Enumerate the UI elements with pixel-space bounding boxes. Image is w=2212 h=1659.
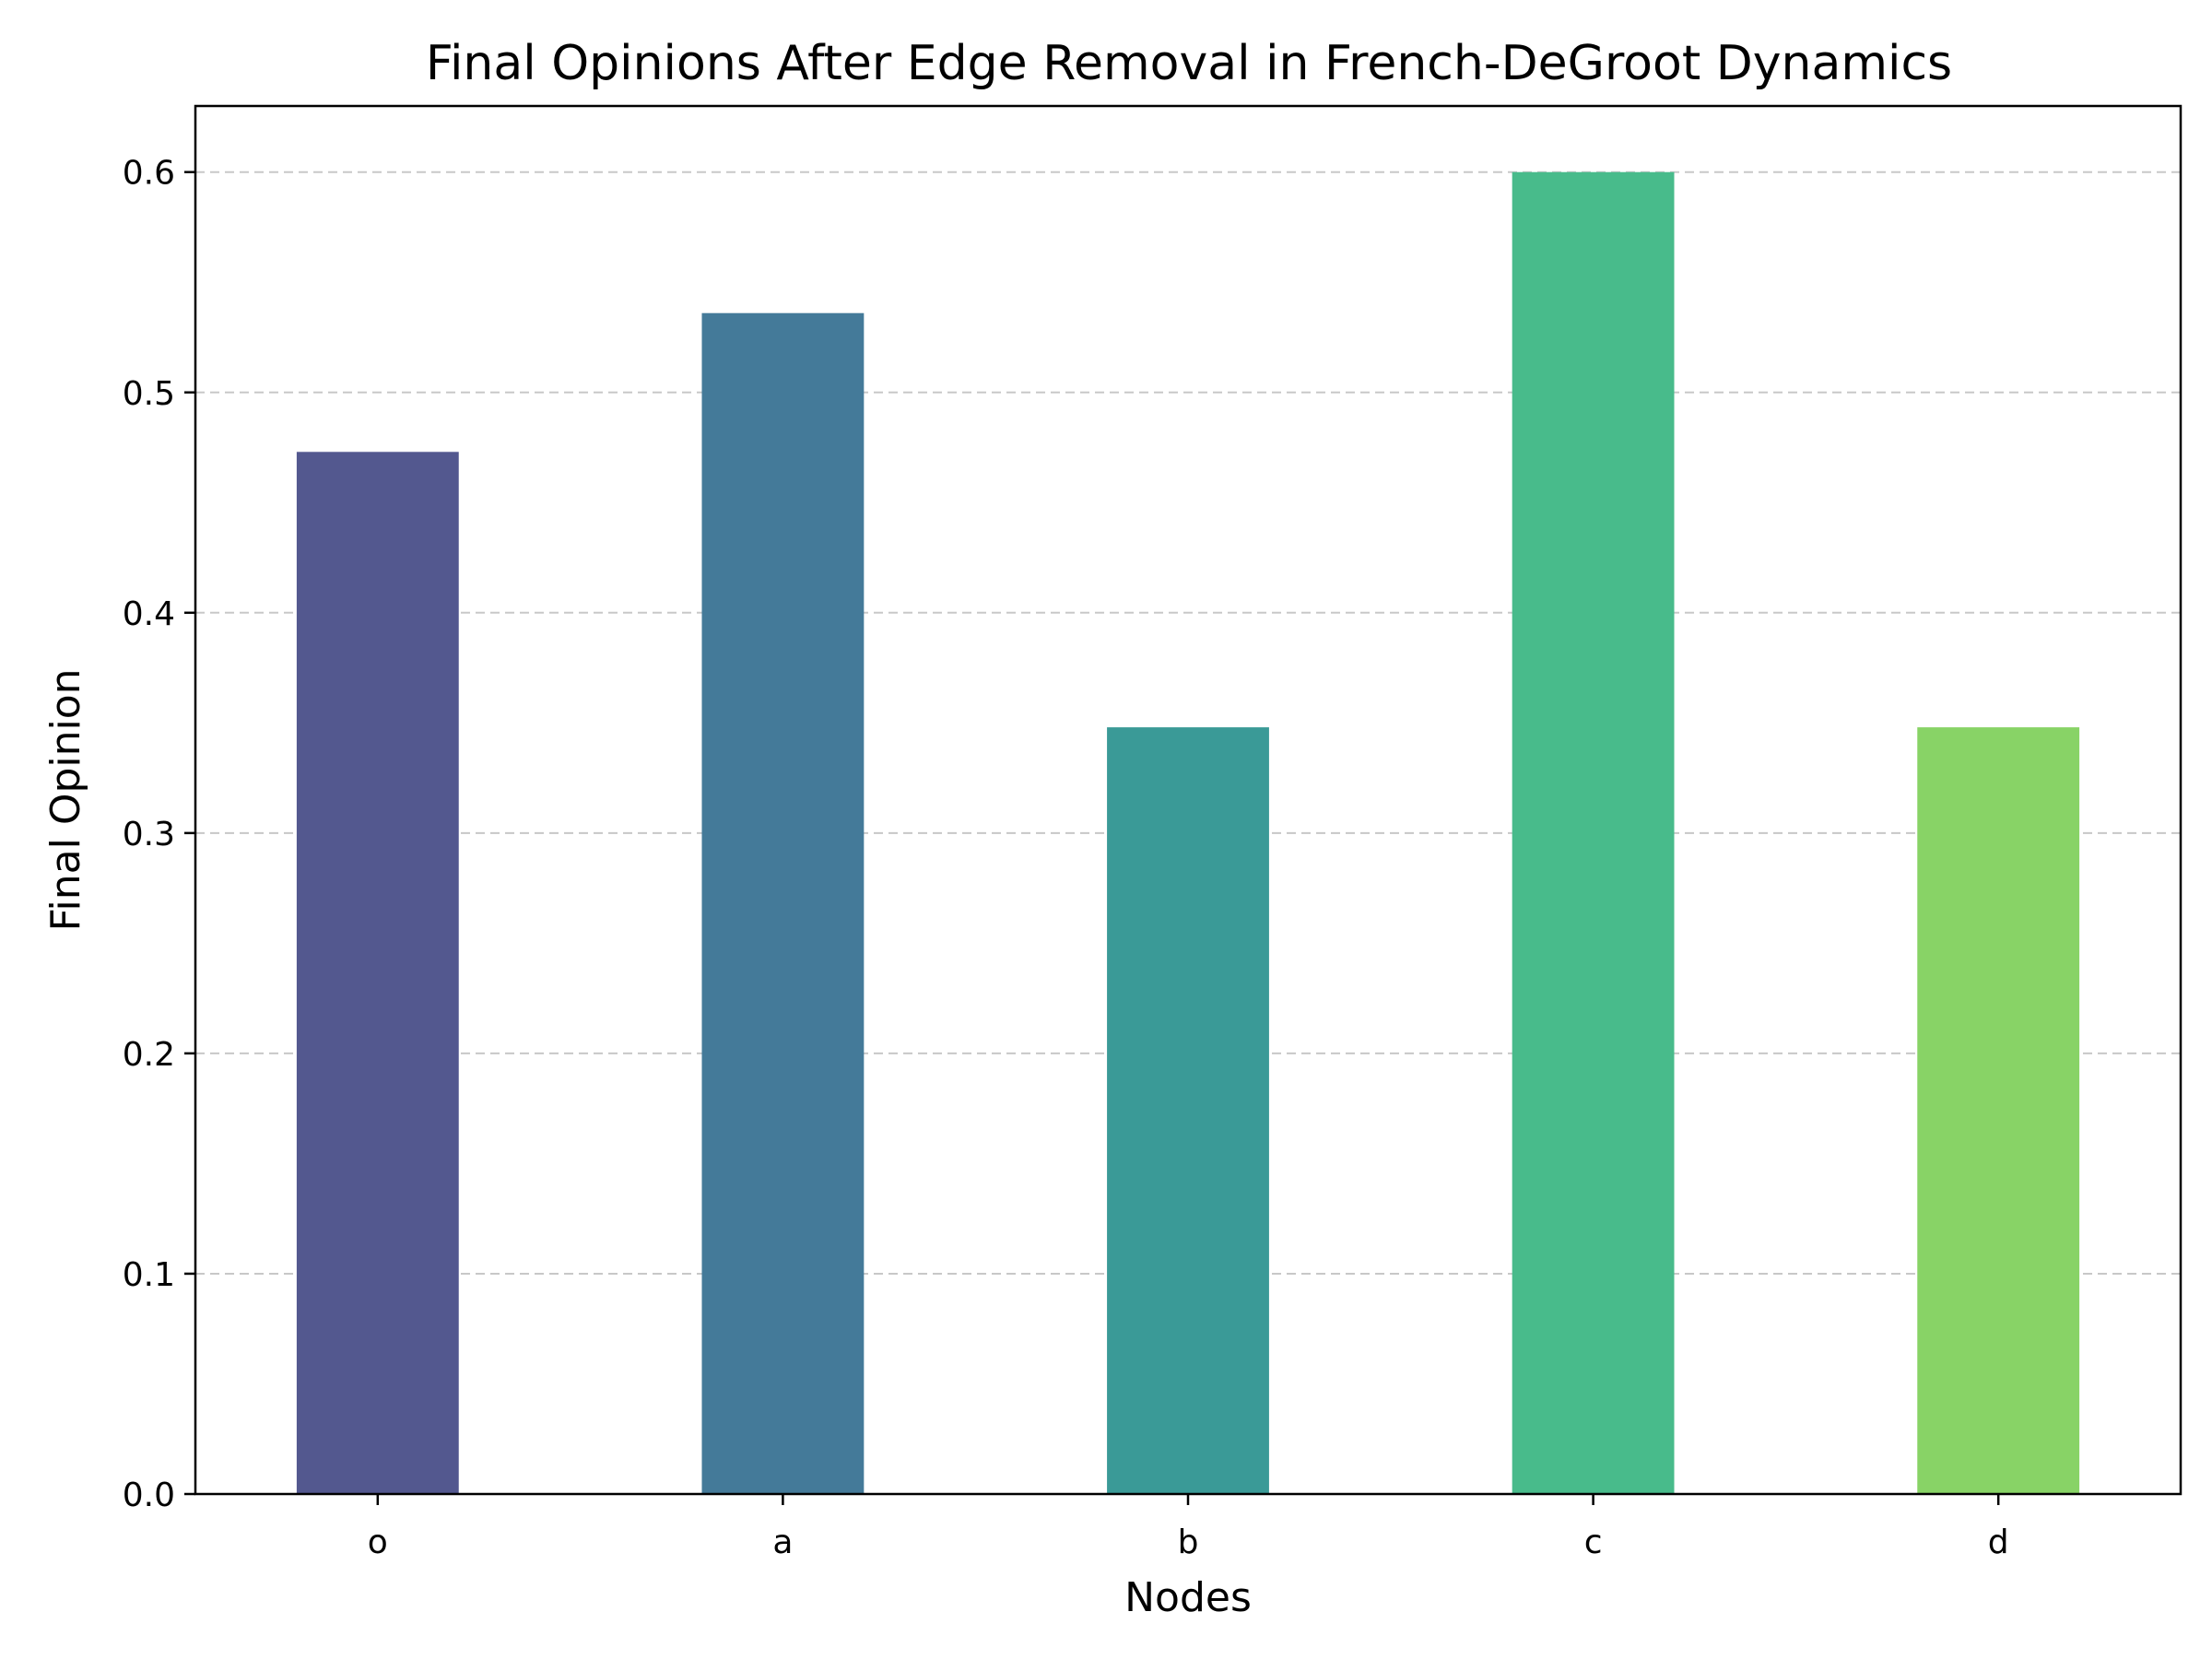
y-tick-label: 0.4 — [123, 595, 175, 633]
x-tick-label: d — [1988, 1524, 2009, 1561]
x-tick-label: b — [1178, 1524, 1199, 1561]
y-tick-label: 0.6 — [123, 155, 175, 193]
y-tick-label: 0.2 — [123, 1036, 175, 1074]
bar-o — [296, 452, 459, 1495]
bar-a — [701, 312, 865, 1494]
x-tick-label: a — [772, 1524, 793, 1561]
y-tick-label: 0.3 — [123, 816, 175, 853]
bar-b — [1107, 727, 1269, 1494]
bar-d — [1917, 727, 2080, 1494]
y-axis-ticks: 0.0 0.1 0.2 0.3 0.4 0.5 0.6 — [123, 155, 195, 1514]
bar-c — [1512, 171, 1675, 1495]
y-tick-label: 0.0 — [123, 1477, 175, 1514]
bars — [296, 171, 2080, 1495]
chart-title: Final Opinions After Edge Removal in Fre… — [426, 36, 1952, 91]
x-tick-label: o — [368, 1524, 388, 1561]
x-tick-label: c — [1584, 1524, 1603, 1561]
x-axis-label: Nodes — [1124, 1574, 1252, 1621]
y-axis-label: Final Opinion — [42, 668, 89, 931]
y-tick-label: 0.1 — [123, 1256, 175, 1294]
y-tick-label: 0.5 — [123, 375, 175, 413]
